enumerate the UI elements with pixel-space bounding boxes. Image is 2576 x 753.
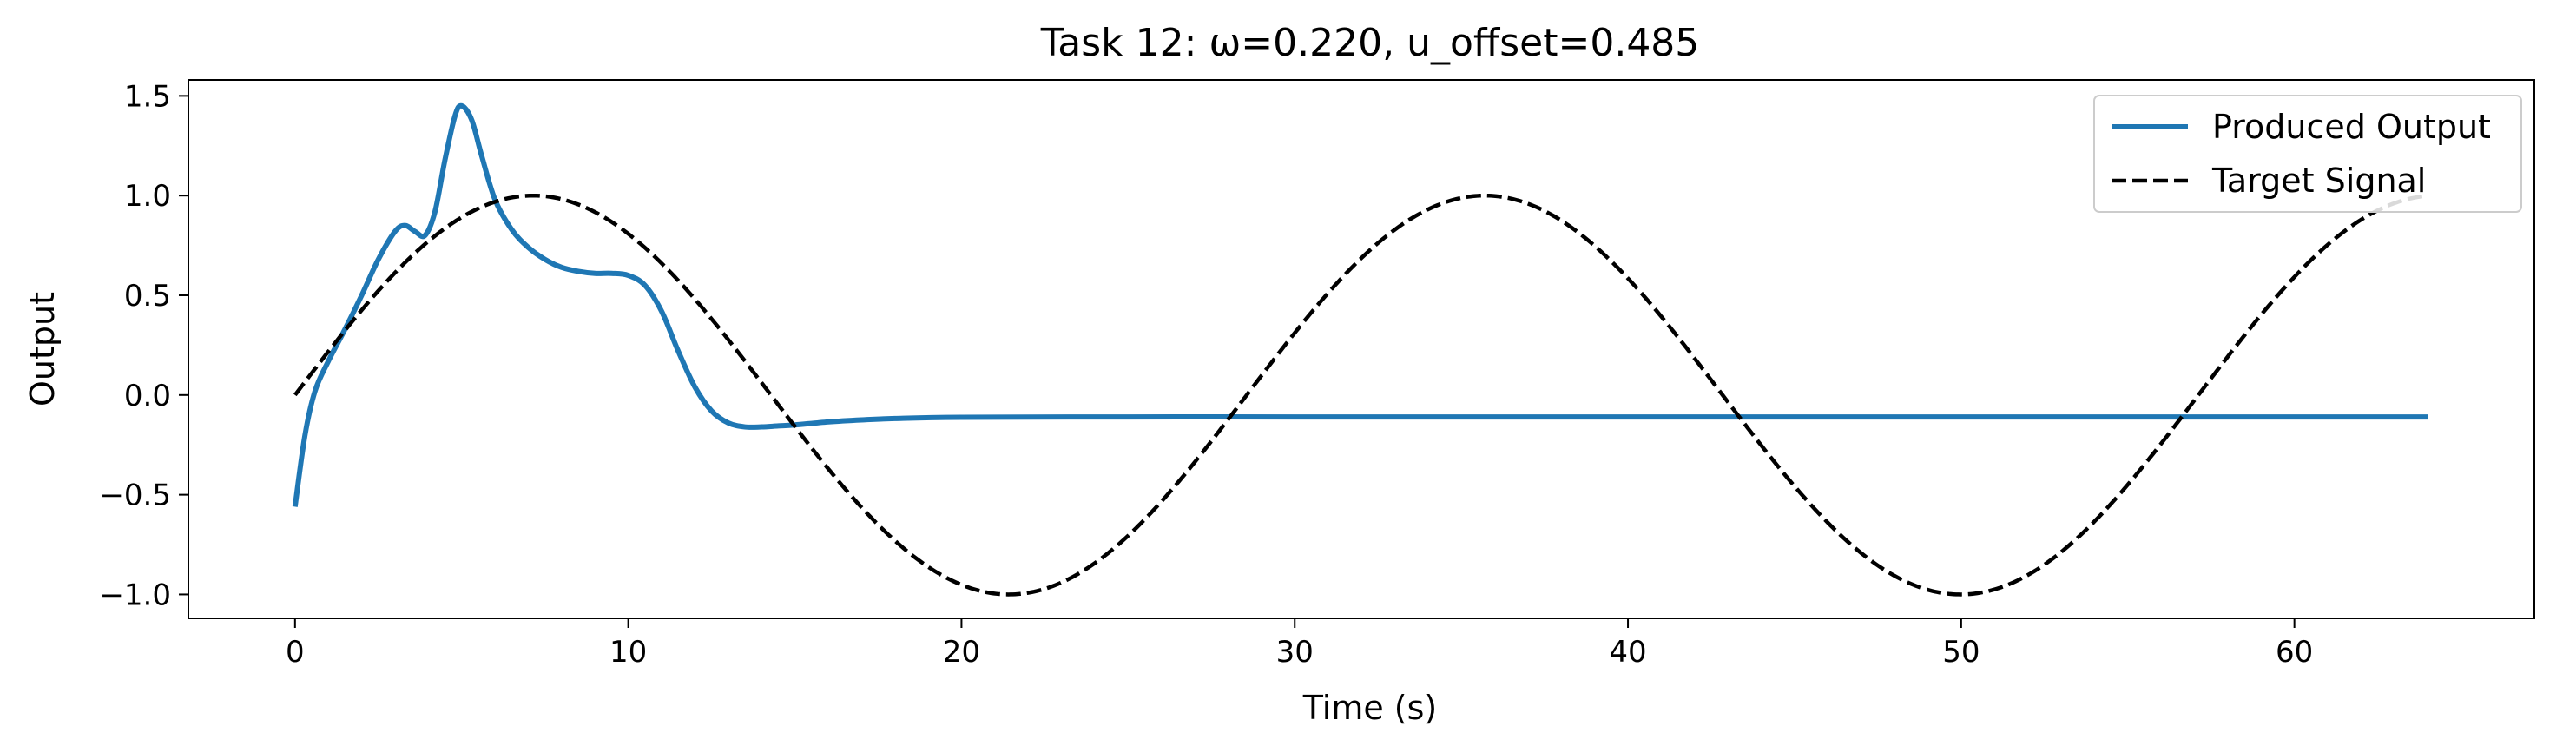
x-tick-label: 30 — [1276, 635, 1314, 670]
y-tick-label: 1.5 — [124, 79, 171, 114]
x-tick-label: 10 — [609, 635, 647, 670]
series-line-produced-output — [292, 102, 2428, 507]
y-tick-label: 1.0 — [124, 179, 171, 214]
x-tick-label: 0 — [286, 635, 305, 670]
y-tick-label: −1.0 — [99, 578, 171, 612]
plot-frame — [188, 79, 2535, 619]
legend-label-produced-output: Produced Output — [2212, 108, 2491, 146]
legend-frame — [2093, 95, 2522, 213]
legend: Produced Output Target Signal — [2093, 95, 2522, 213]
y-tick-label: 0.0 — [124, 379, 171, 413]
series-line-target-signal — [293, 193, 2428, 597]
legend-label-target-signal: Target Signal — [2211, 162, 2426, 200]
x-axis-label: Time (s) — [1302, 689, 1438, 727]
y-axis-ticks: −1.0 −0.5 0.0 0.5 1.0 1.5 — [99, 79, 188, 612]
y-tick-label: −0.5 — [99, 479, 171, 513]
y-tick-label: 0.5 — [124, 279, 171, 314]
y-axis-label: Output — [23, 292, 62, 406]
series-layer — [292, 102, 2428, 597]
x-axis-ticks: 0 10 20 30 40 50 60 — [286, 618, 2313, 670]
x-tick-label: 40 — [1609, 635, 1646, 670]
x-tick-label: 60 — [2276, 635, 2313, 670]
x-tick-label: 20 — [943, 635, 980, 670]
chart-title: Task 12: ω=0.220, u_offset=0.485 — [1040, 21, 1700, 65]
x-tick-label: 50 — [1942, 635, 1980, 670]
